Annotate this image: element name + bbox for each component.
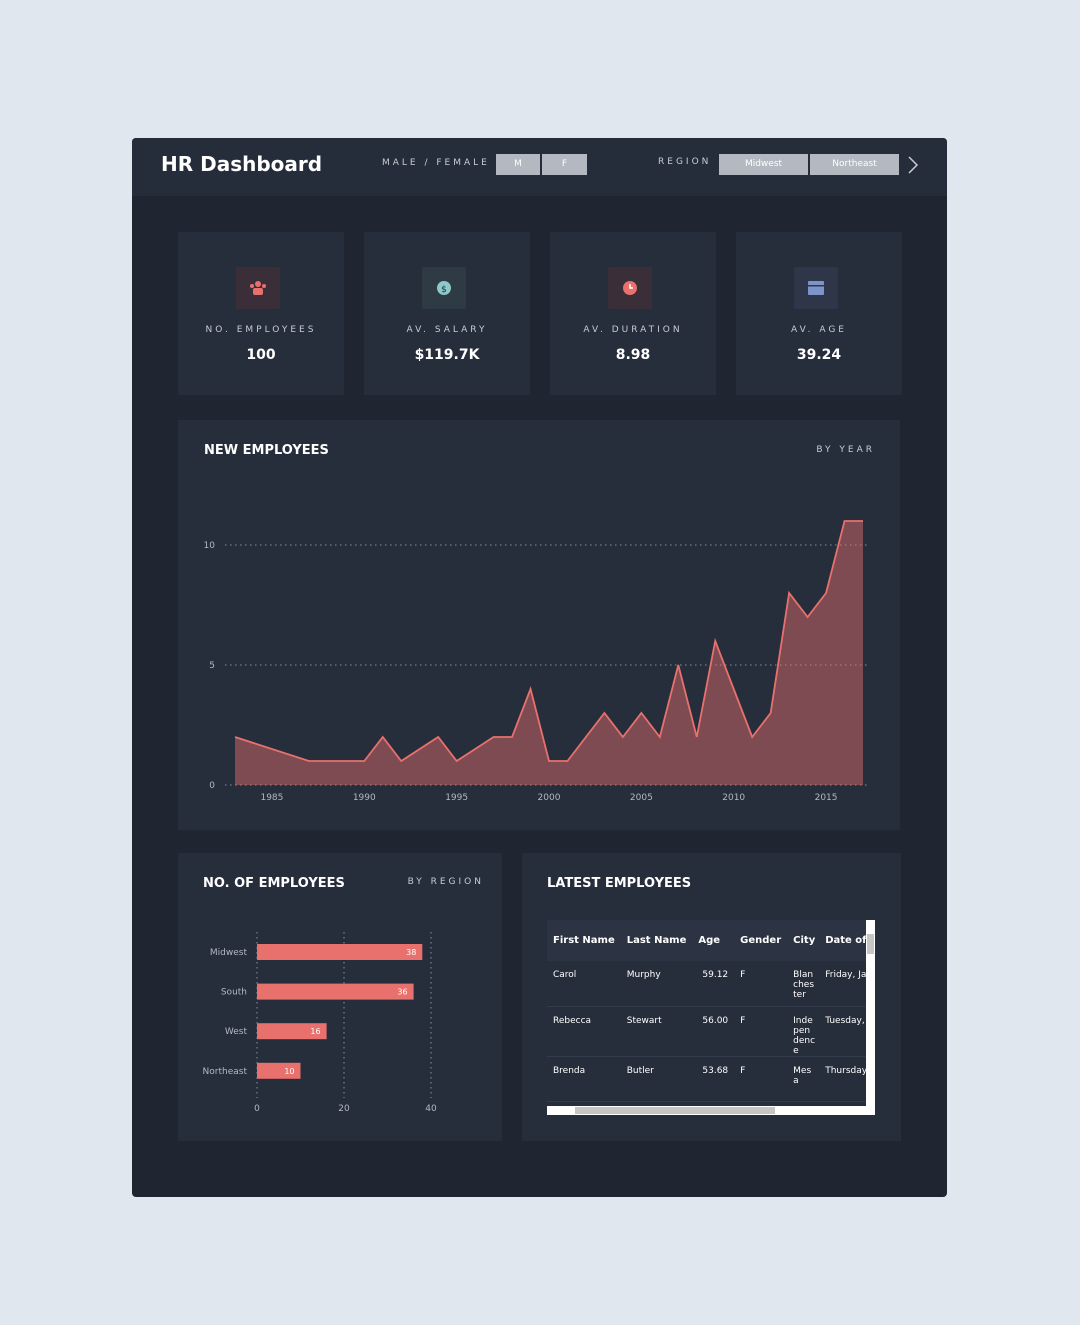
column-header: Last Name — [626, 935, 687, 946]
table-cell: Tuesday, — [825, 1015, 865, 1026]
data-label: 10 — [284, 1067, 294, 1076]
data-label: 36 — [397, 988, 407, 997]
next-arrow[interactable] — [905, 155, 921, 175]
table-cell: 56.00 — [702, 1015, 729, 1026]
x-tick-label: 2000 — [538, 793, 561, 803]
x-tick-label: 1990 — [353, 793, 376, 803]
table-cell: F — [740, 1015, 746, 1026]
area-fill — [235, 521, 863, 785]
filter-button[interactable]: M — [496, 154, 540, 175]
area-line — [234, 520, 863, 763]
kpi-label: AV. DURATION — [583, 325, 683, 335]
bar-chart: 0 20 40 Midwest 38 South 36 West 16 Northeast 10 — [203, 932, 437, 1114]
kpi-value: 8.98 — [615, 347, 651, 363]
category-label: West — [225, 1027, 248, 1037]
bar — [257, 1023, 327, 1040]
kpi-label: AV. SALARY — [406, 325, 488, 335]
chart-card: NEW EMPLOYEES BY YEAR 0 5 10 1985 1990 1995 20… — [178, 420, 900, 830]
table-cell: F — [740, 1065, 746, 1076]
kpi-icon — [236, 267, 280, 309]
kpi-card: NO. EMPLOYEES 100 — [178, 232, 344, 395]
employee-table: First Name Last Name Age Gender City Date of C… — [547, 920, 866, 1106]
x-tick-label: 2010 — [722, 793, 745, 803]
icon: $ — [437, 281, 451, 295]
x-tick-label: 1995 — [445, 793, 468, 803]
dashboard-title: HR Dashboard — [161, 152, 323, 176]
chart-subtitle: BY YEAR — [816, 445, 875, 455]
icon — [623, 281, 637, 295]
bar — [257, 944, 423, 960]
filter-button[interactable]: F — [542, 154, 587, 175]
kpi-value: 100 — [246, 347, 276, 363]
column-header: Date of — [825, 935, 866, 946]
x-tick-label: 0 — [254, 1104, 260, 1114]
table-cell: Thursday — [825, 1065, 866, 1076]
table-cell: Blanchester — [793, 970, 815, 1000]
kpi-card: $ AV. SALARY $119.7K — [364, 232, 530, 395]
filter-label: REGION — [658, 157, 712, 167]
vertical-scrollbar[interactable] — [866, 920, 875, 1106]
column-header: Gender — [740, 935, 782, 946]
table-cell: Murphy — [626, 970, 661, 980]
y-tick-label: 10 — [204, 541, 216, 551]
bar — [257, 1062, 301, 1079]
kpi-value: 39.24 — [796, 347, 842, 363]
x-tick-label: 40 — [425, 1104, 437, 1114]
table-viewport: First Name Last Name Age Gender City Date of C… — [547, 920, 866, 1106]
kpi-icon — [794, 267, 838, 309]
table-cell: Friday, Ja — [825, 970, 866, 980]
column-header: Age — [698, 935, 721, 946]
kpi-card: AV. DURATION 8.98 — [550, 232, 716, 395]
table-title: LATEST EMPLOYEES — [547, 876, 692, 891]
data-label: 16 — [310, 1027, 320, 1036]
column-header: City — [793, 935, 816, 946]
table-cell: 53.68 — [702, 1065, 729, 1076]
kpi-label: AV. AGE — [791, 325, 847, 335]
table-cell: Brenda — [553, 1065, 586, 1076]
horizontal-scrollbar[interactable] — [547, 1106, 875, 1115]
header-row: First Name Last Name Age Gender City Date of — [547, 920, 866, 961]
table-card: LATEST EMPLOYEES First Name Last Name Age G… — [522, 853, 901, 1141]
table-cell: Carol — [553, 970, 577, 980]
filter-button[interactable]: Northeast — [810, 154, 899, 175]
table-row: Brenda Butler 53.68 F Mesa Thursday — [547, 1056, 866, 1101]
icon — [808, 281, 824, 295]
y-tick-label: 0 — [209, 781, 215, 791]
x-tick-label: 1985 — [260, 793, 283, 803]
table-row: Carol Murphy 59.12 F Blanchester Friday, Ja — [547, 961, 866, 1006]
filter-label: MALE / FEMALE — [382, 158, 490, 168]
kpi-card: AV. AGE 39.24 — [736, 232, 902, 395]
svg-text:$: $ — [441, 285, 447, 295]
chart-subtitle: BY REGION — [407, 877, 484, 887]
kpi-label: NO. EMPLOYEES — [205, 325, 317, 335]
x-tick-label: 2015 — [815, 793, 838, 803]
x-tick-label: 20 — [338, 1104, 350, 1114]
table-cell: Stewart — [626, 1015, 662, 1026]
column-header: First Name — [553, 935, 615, 946]
bar — [257, 983, 414, 1000]
kpi-icon: $ — [422, 267, 466, 309]
icon — [250, 281, 266, 295]
category-label: Northeast — [203, 1067, 248, 1077]
filter-button[interactable]: Midwest — [719, 154, 808, 175]
kpi-value: $119.7K — [414, 347, 480, 363]
category-label: Midwest — [210, 948, 248, 958]
kpi-icon — [608, 267, 652, 309]
table-row: Rebecca Stewart 56.00 F Independence Tuesday, — [547, 1006, 866, 1056]
chart-title: NEW EMPLOYEES — [204, 443, 329, 458]
category-label: South — [221, 988, 247, 998]
x-tick-label: 2005 — [630, 793, 653, 803]
table-cell: Mesa — [793, 1065, 812, 1086]
table-cell: Independence — [793, 1015, 816, 1056]
area-chart: 0 5 10 1985 1990 1995 2000 2005 2010 2015 — [204, 520, 870, 803]
table-cell: F — [740, 970, 746, 980]
y-tick-label: 5 — [209, 661, 215, 671]
chart-card: NO. OF EMPLOYEES BY REGION 0 20 40 Midwest 3… — [178, 853, 502, 1141]
chart-title: NO. OF EMPLOYEES — [203, 876, 345, 891]
table-cell: Butler — [626, 1065, 654, 1076]
table-cell: 59.12 — [702, 970, 729, 980]
table-cell: Rebecca — [553, 1015, 592, 1026]
data-label: 38 — [406, 948, 416, 957]
